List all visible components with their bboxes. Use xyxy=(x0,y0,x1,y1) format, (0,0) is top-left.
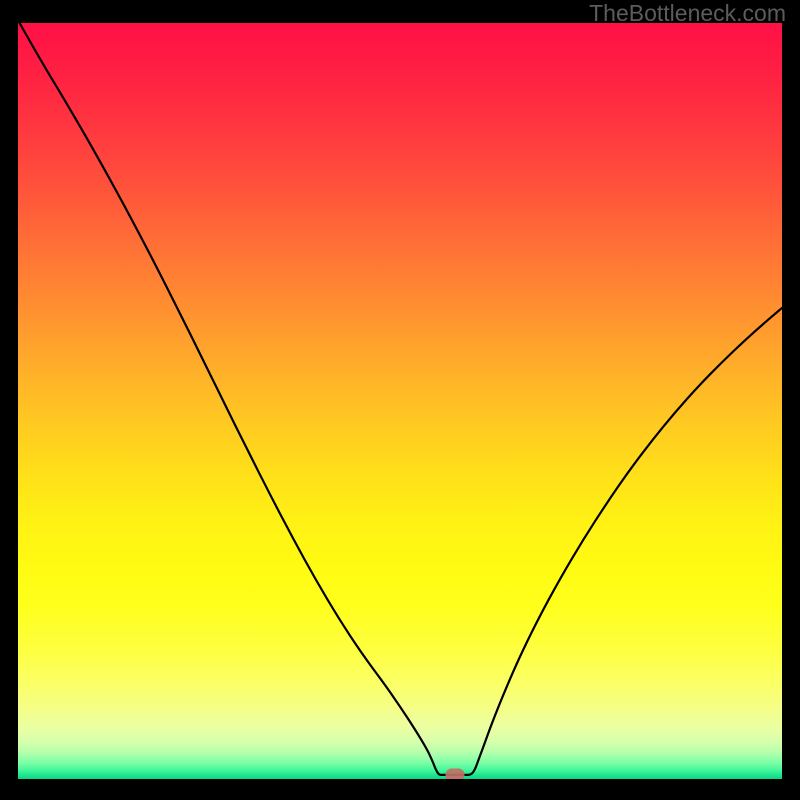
bottleneck-curve xyxy=(18,23,782,779)
watermark-text: TheBottleneck.com xyxy=(589,0,786,27)
chart-frame: TheBottleneck.com xyxy=(0,0,800,800)
plot-area xyxy=(18,23,782,779)
optimal-point-marker xyxy=(446,768,465,779)
